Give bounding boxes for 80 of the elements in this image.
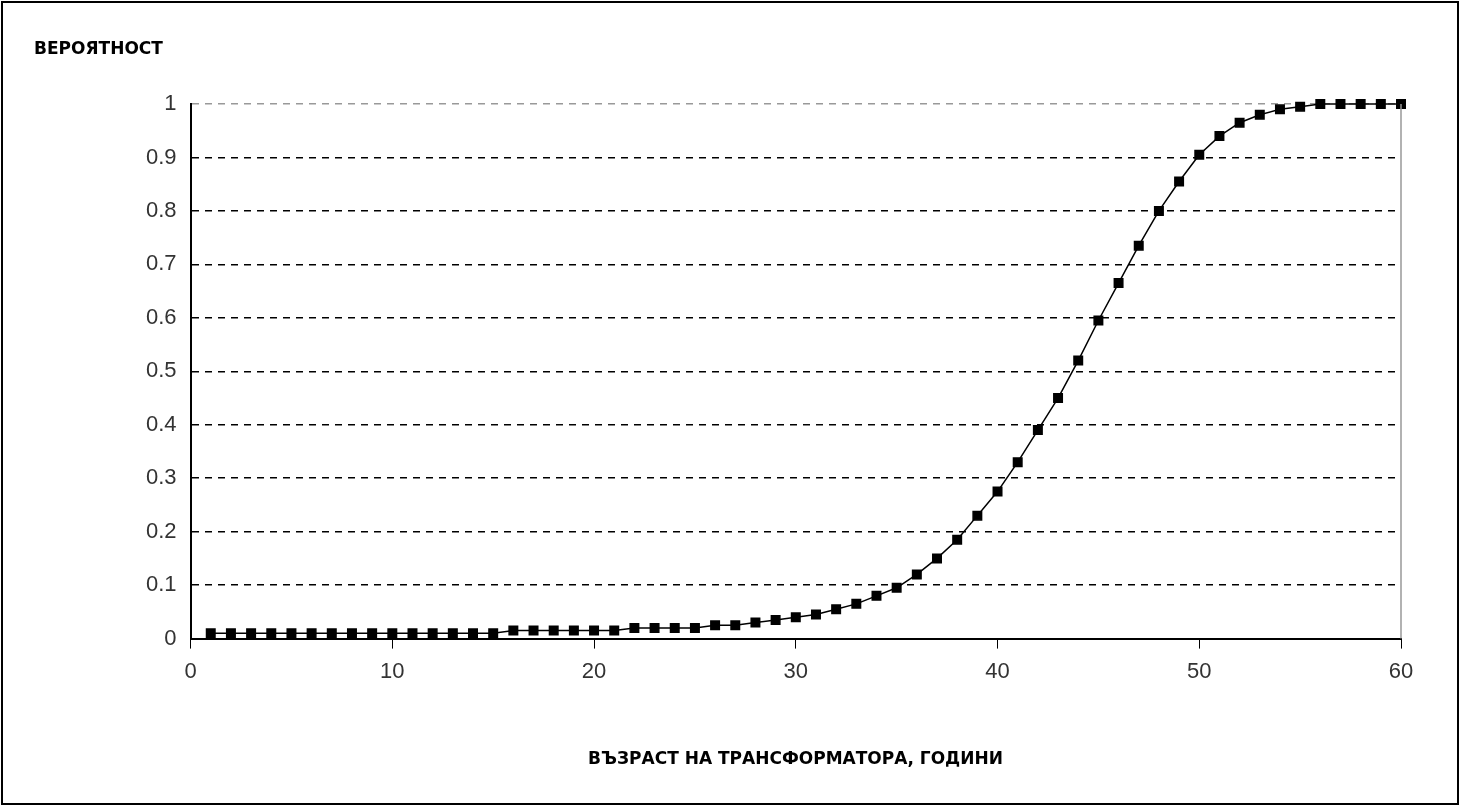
- point: [367, 628, 378, 639]
- point: [1315, 99, 1326, 109]
- point: [387, 628, 398, 639]
- point: [548, 625, 559, 636]
- point: [770, 614, 781, 625]
- x-tick-label: 40: [985, 657, 1010, 683]
- point: [568, 625, 579, 636]
- y-axis-title: ВЕРОЯТНОСТ: [34, 38, 163, 58]
- y-tick-label: 0.3: [145, 464, 177, 490]
- y-tick-label: 0.9: [145, 143, 177, 169]
- point: [1113, 278, 1124, 289]
- point: [710, 620, 721, 631]
- point: [326, 628, 337, 639]
- point: [468, 628, 479, 639]
- y-tick-label: 1: [164, 90, 177, 116]
- point: [1194, 149, 1205, 160]
- point: [891, 582, 902, 593]
- point: [1214, 131, 1225, 142]
- point: [1133, 240, 1144, 251]
- point: [1254, 109, 1265, 120]
- point: [831, 604, 842, 615]
- point: [427, 628, 438, 639]
- point: [669, 622, 680, 633]
- point: [488, 628, 499, 639]
- y-tick-label: 0.2: [145, 517, 177, 543]
- y-tick-label: 0.4: [145, 410, 177, 436]
- point: [1093, 315, 1104, 326]
- point: [911, 569, 922, 580]
- x-tick-label: 50: [1187, 657, 1212, 683]
- point: [1335, 99, 1346, 109]
- x-tick-label: 10: [380, 657, 405, 683]
- point: [1012, 457, 1023, 468]
- point: [730, 620, 741, 631]
- point: [1153, 205, 1164, 216]
- point: [851, 598, 862, 609]
- point: [750, 617, 761, 628]
- point: [1073, 355, 1084, 366]
- point: [508, 625, 519, 636]
- point: [246, 628, 257, 639]
- x-tick-label: 20: [581, 657, 607, 683]
- point: [1274, 104, 1285, 115]
- point: [871, 590, 882, 601]
- x-tick-label: 60: [1388, 657, 1414, 683]
- x-tick-label: 0: [184, 657, 197, 683]
- point: [1234, 117, 1245, 128]
- point: [346, 628, 357, 639]
- y-tick-label: 0.6: [145, 303, 177, 329]
- point: [225, 628, 236, 639]
- point: [407, 628, 418, 639]
- point: [609, 625, 620, 636]
- y-tick-label: 0.8: [145, 196, 177, 222]
- point: [629, 622, 640, 633]
- point: [992, 486, 1003, 497]
- x-tick-label: 30: [783, 657, 809, 683]
- point: [810, 609, 821, 620]
- point: [589, 625, 600, 636]
- point: [266, 628, 277, 639]
- y-tick-label: 0.7: [145, 250, 177, 276]
- point: [1295, 101, 1306, 112]
- point: [286, 628, 297, 639]
- point: [952, 534, 963, 545]
- point: [205, 628, 216, 639]
- point: [1375, 99, 1386, 109]
- x-axis-title: ВЪЗРАСТ НА ТРАНСФОРМАТОРА, ГОДИНИ: [587, 748, 1004, 768]
- point: [306, 628, 317, 639]
- point: [972, 510, 983, 521]
- point: [1032, 425, 1043, 436]
- point: [649, 622, 660, 633]
- point: [1174, 176, 1185, 187]
- y-tick-label: 0: [164, 624, 177, 650]
- point: [689, 622, 700, 633]
- point: [528, 625, 539, 636]
- y-tick-label: 0.5: [145, 357, 177, 383]
- point: [1396, 99, 1406, 109]
- point: [1355, 99, 1366, 109]
- point: [1053, 393, 1064, 404]
- point: [932, 553, 942, 564]
- y-tick-label: 0.1: [145, 571, 177, 597]
- point: [790, 612, 801, 623]
- point: [447, 628, 458, 639]
